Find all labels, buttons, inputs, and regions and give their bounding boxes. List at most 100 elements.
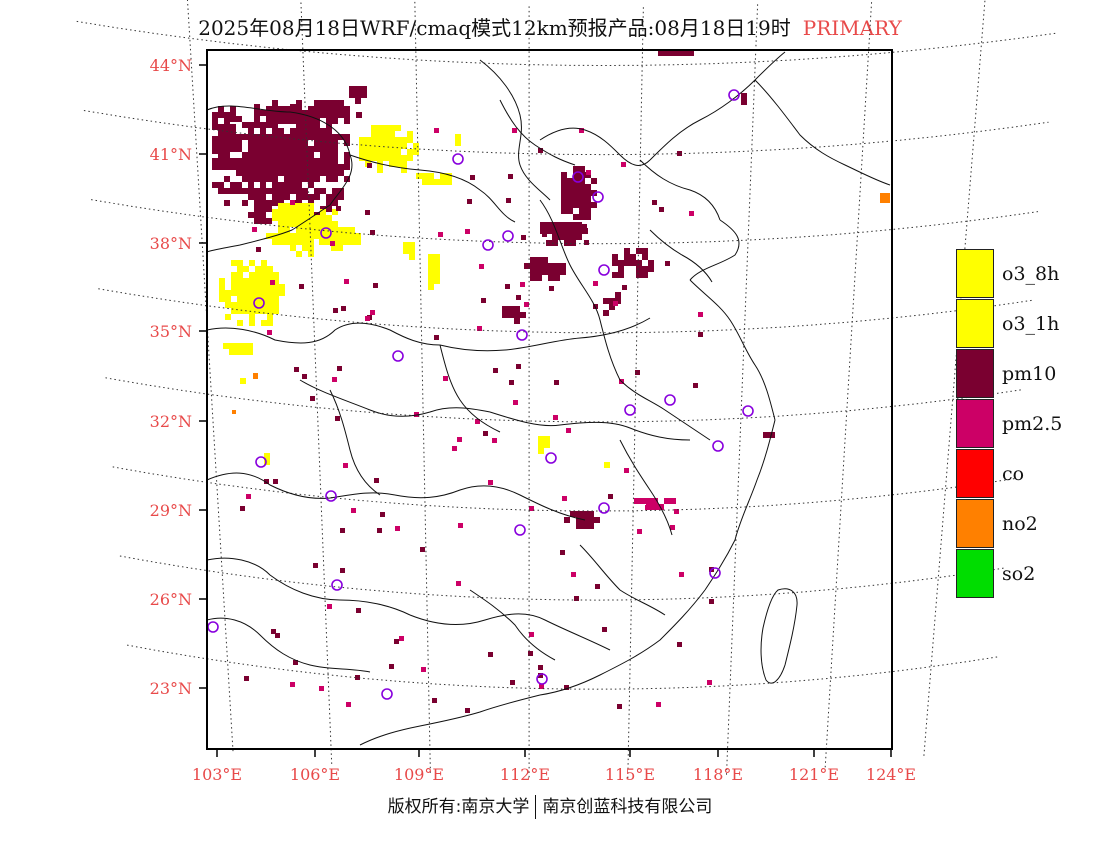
boundary-line (299, 379, 491, 417)
station-marker (728, 89, 740, 101)
meridian-line (923, 0, 986, 756)
station-marker (381, 688, 393, 700)
pollution-blob (658, 50, 694, 56)
station-marker (253, 297, 265, 309)
graticule (76, 0, 1057, 779)
parallel-line (91, 199, 1041, 245)
pollution-blob (561, 166, 597, 220)
station-marker (331, 579, 343, 591)
boundary-line (539, 589, 706, 696)
lon-tick-label: 109°E (394, 765, 444, 784)
boundaries (206, 51, 891, 746)
parallel-line (119, 555, 1007, 601)
legend-label-o3-1h: o3_1h (1002, 313, 1060, 335)
station-marker (709, 567, 721, 579)
boundary-line (439, 317, 651, 352)
pollution-blob (264, 453, 270, 465)
lon-tick-label: 112°E (500, 765, 550, 784)
legend-swatch-o3-1h (956, 299, 994, 348)
boundary-line (206, 557, 411, 616)
pollution-layer (212, 50, 890, 713)
no2-pixel (880, 193, 890, 203)
boundary-line (479, 59, 551, 201)
pollution-blob (240, 378, 246, 384)
station-marker (452, 153, 464, 165)
boundary-line (206, 472, 396, 499)
boundary-line (359, 694, 541, 746)
legend-item-pm10: pm10 (956, 349, 1100, 399)
lat-tick-label: 26°N (150, 590, 192, 609)
pollution-blob (219, 260, 285, 326)
lon-tick-label: 124°E (866, 765, 916, 784)
boundary-line (639, 159, 721, 221)
pollution-blob (349, 86, 367, 104)
copyright-footer: 版权所有:南京大学 南京创蓝科技有限公司 (0, 792, 1100, 819)
parallel-line (127, 644, 999, 690)
station-marker (592, 191, 604, 203)
boundary-line (409, 613, 611, 651)
station-marker (325, 490, 337, 502)
legend-swatch-co (956, 449, 994, 498)
legend-label-o3-8h: o3_8h (1002, 263, 1060, 285)
boundary-line (649, 229, 713, 283)
meridian-line (414, 0, 431, 773)
title-primary-tag: PRIMARY (802, 16, 902, 40)
boundary-line (206, 105, 353, 253)
lon-tick-label: 106°E (290, 765, 340, 784)
footer-divider (535, 795, 537, 819)
legend-label-pm2-5: pm2.5 (1002, 413, 1063, 435)
title-main: 2025年08月18日WRF/cmaq模式12km预报产品:08月18日19时 (198, 16, 791, 40)
boundary-line (206, 322, 441, 346)
pollution-blob (603, 292, 621, 316)
pollution-blob (604, 462, 610, 468)
parallel-line (112, 466, 1015, 512)
legend-item-no2: no2 (956, 499, 1100, 549)
copyright-right: 南京创蓝科技有限公司 (542, 797, 713, 817)
pollution-blob (612, 248, 654, 278)
station-marker (536, 673, 548, 685)
lat-tick-label: 41°N (150, 145, 192, 164)
station-marker (207, 621, 219, 633)
station-marker (664, 394, 676, 406)
map-axes: 44°N 41°N 38°N 35°N 32°N 29°N 26°N 23°N 103°E 106… (150, 56, 916, 784)
taiwan-outline (760, 588, 798, 684)
scattered-pixels (240, 128, 714, 713)
pollution-blob (634, 498, 676, 510)
legend-label-pm10: pm10 (1002, 363, 1057, 385)
legend-item-o3-1h: o3_1h (956, 299, 1100, 349)
pollution-blob (212, 106, 242, 160)
boundary-line (206, 617, 371, 673)
boundary-line (689, 279, 776, 421)
legend-item-pm2-5: pm2.5 (956, 399, 1100, 449)
parallel-line (76, 20, 1057, 67)
legend-label-so2: so2 (1002, 563, 1036, 585)
boundary-line (539, 199, 621, 381)
lon-tick-label: 121°E (789, 765, 839, 784)
meridian-line (627, 5, 644, 779)
boundary-line (349, 154, 516, 223)
legend-item-o3-8h: o3_8h (956, 249, 1100, 299)
map-title: 2025年08月18日WRF/cmaq模式12km预报产品:08月18日19时 P… (0, 12, 1100, 41)
station-marker (545, 452, 557, 464)
lat-tick-label: 32°N (150, 412, 192, 431)
lat-tick-label: 23°N (150, 679, 192, 698)
lat-tick-label: 44°N (150, 56, 192, 75)
legend-item-so2: so2 (956, 549, 1100, 599)
boundary-line (754, 79, 891, 186)
lon-tick-label: 103°E (192, 765, 242, 784)
parallel-line (98, 288, 1032, 334)
station-marker (514, 524, 526, 536)
station-marker (572, 171, 584, 183)
legend-label-co: co (1002, 463, 1025, 485)
station-marker (624, 404, 636, 416)
station-marker (502, 230, 514, 242)
station-marker (598, 502, 610, 514)
meridian-line (824, 0, 873, 768)
lon-tick-label: 118°E (693, 765, 743, 784)
boundary-line (329, 389, 381, 496)
legend-swatch-o3-8h (956, 249, 994, 298)
station-marker (255, 456, 267, 468)
boundary-line (649, 51, 786, 161)
station-marker (598, 264, 610, 276)
legend-swatch-pm2-5 (956, 399, 994, 448)
